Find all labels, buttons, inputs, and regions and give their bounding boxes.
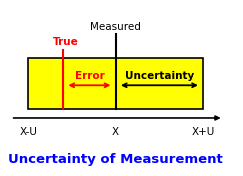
Text: X: X	[112, 127, 119, 137]
Text: X+U: X+U	[191, 127, 215, 137]
Text: Error: Error	[75, 71, 104, 81]
Text: X-U: X-U	[19, 127, 37, 137]
Text: Uncertainty: Uncertainty	[125, 71, 194, 81]
Text: Measured: Measured	[90, 22, 141, 32]
Bar	[28, 58, 203, 109]
Text: Uncertainty of Measurement: Uncertainty of Measurement	[8, 153, 223, 166]
Text: True: True	[53, 37, 78, 47]
